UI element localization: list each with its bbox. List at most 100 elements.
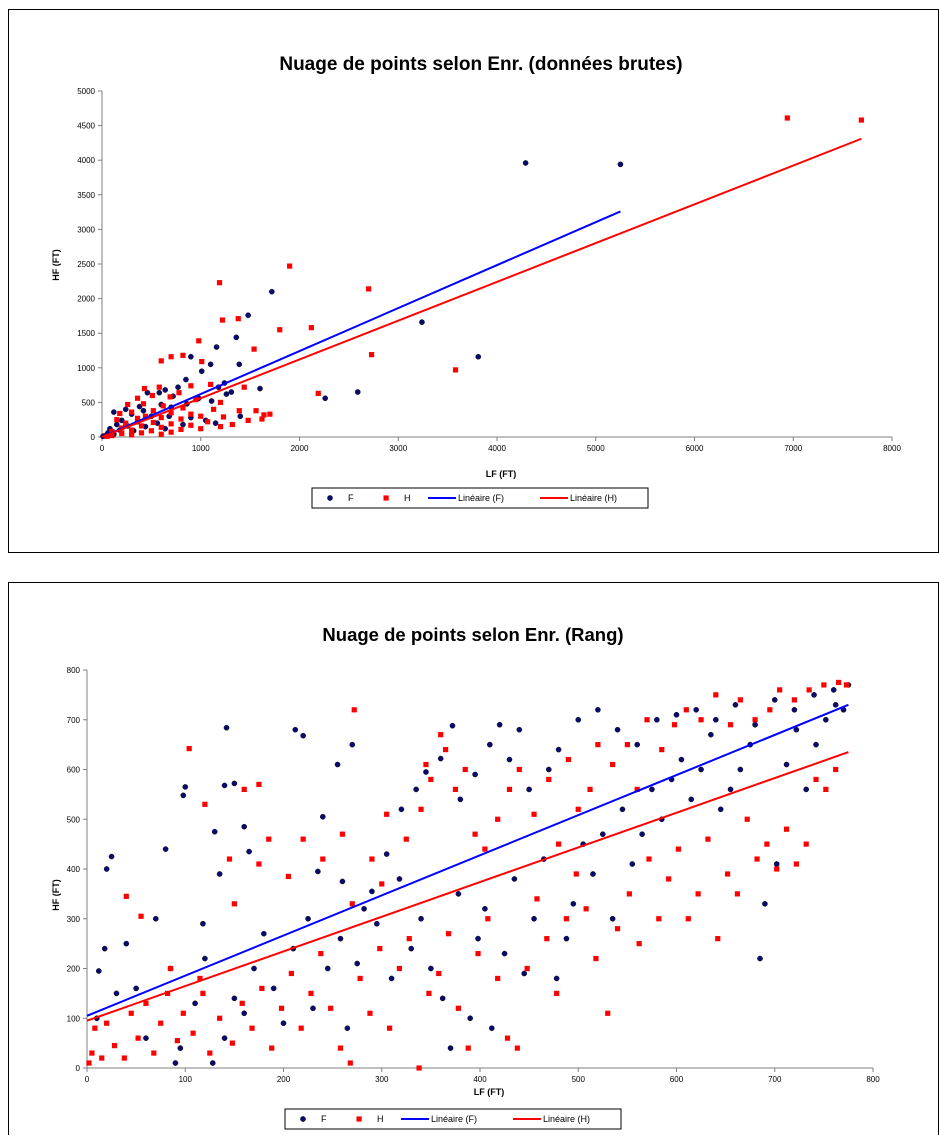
data-point-H	[472, 831, 478, 837]
data-point-F	[506, 756, 513, 763]
data-point-F	[688, 796, 695, 803]
data-point-H	[821, 682, 827, 688]
data-point-F	[216, 871, 223, 877]
data-point-H	[150, 419, 156, 426]
data-point-F	[292, 726, 299, 733]
data-point-F	[654, 716, 660, 723]
data-point-H	[595, 742, 601, 748]
data-point-H	[135, 1035, 141, 1041]
data-point-F	[200, 920, 206, 927]
data-point-H	[685, 916, 691, 922]
data-point-H	[587, 786, 593, 792]
data-point-F	[408, 945, 415, 952]
data-point-F	[212, 420, 219, 426]
data-point-H	[764, 841, 770, 847]
data-point-F	[449, 722, 456, 729]
y-tick-label: 1000	[77, 364, 95, 373]
data-point-H	[744, 816, 750, 822]
data-point-H	[226, 856, 233, 862]
data-point-H	[438, 732, 444, 738]
data-point-H	[235, 316, 241, 322]
data-point-H	[158, 431, 164, 437]
x-tick-label: 0	[100, 444, 105, 453]
data-point-F	[771, 697, 778, 703]
data-point-F	[418, 915, 424, 922]
x-tick-label: 500	[572, 1075, 586, 1084]
data-point-H	[138, 913, 144, 919]
data-point-H	[259, 416, 265, 422]
data-point-F	[305, 915, 311, 922]
data-point-H	[134, 415, 141, 421]
legend-label: F	[321, 1114, 327, 1124]
data-point-H	[698, 717, 704, 723]
data-point-F	[180, 421, 186, 428]
chart-2-frame: Nuage de points selon Enr. (Rang) 0 100 20…	[8, 582, 939, 1135]
data-point-H	[593, 955, 599, 962]
y-tick-label: 0	[91, 433, 96, 442]
data-point-H	[666, 876, 672, 882]
data-point-F	[270, 985, 277, 992]
chart-2-title: Nuage de points selon Enr. (Rang)	[322, 624, 623, 645]
data-point-H	[167, 394, 173, 400]
data-point-F	[522, 160, 529, 166]
data-point-F	[570, 901, 577, 907]
y-tick-label: 500	[67, 815, 81, 824]
data-point-H	[783, 826, 790, 832]
x-tick-label: 200	[277, 1075, 291, 1084]
x-tick-label: 2000	[291, 444, 309, 453]
data-point-F	[609, 915, 616, 922]
x-tick-label: 1000	[192, 444, 210, 453]
data-point-H	[140, 401, 147, 407]
data-point-F	[708, 731, 714, 738]
data-point-F	[183, 376, 189, 383]
data-point-F	[649, 786, 655, 793]
data-point-F	[123, 940, 130, 947]
data-point-F	[698, 766, 704, 773]
legend-label: Linéaire (H)	[543, 1114, 590, 1124]
data-point-H	[86, 1060, 92, 1066]
data-point-F	[634, 741, 641, 748]
data-point-F	[231, 995, 238, 1002]
data-point-H	[168, 354, 174, 360]
data-point-F	[233, 334, 240, 341]
data-point-H	[428, 776, 434, 783]
x-tick-label: 4000	[488, 444, 506, 453]
data-point-H	[99, 1055, 105, 1061]
y-tick-label: 500	[82, 398, 96, 407]
y-tick-label: 0	[76, 1064, 81, 1073]
x-tick-label: 6000	[686, 444, 704, 453]
data-point-H	[534, 896, 540, 902]
data-point-F	[156, 389, 163, 396]
data-point-F	[575, 716, 582, 723]
y-tick-label: 3000	[77, 225, 95, 234]
data-point-F	[182, 784, 189, 790]
data-point-F	[773, 861, 780, 867]
data-point-F	[95, 968, 102, 974]
data-point-F	[823, 716, 829, 723]
data-point-H	[646, 856, 652, 862]
data-point-H	[695, 891, 701, 897]
data-point-H	[180, 1010, 186, 1016]
data-point-F	[511, 876, 518, 882]
data-point-H	[288, 970, 294, 977]
data-point-F	[280, 1020, 287, 1027]
data-point-H	[671, 722, 678, 728]
data-point-H	[176, 390, 182, 396]
legend-label: Linéaire (F)	[431, 1114, 477, 1124]
data-point-H	[208, 381, 214, 388]
data-point-H	[202, 801, 208, 807]
data-point-F	[228, 389, 235, 395]
chart-2-axes: 0 100 200 300 400 500 600 700 800 0 100 200 300 400 50…	[67, 666, 881, 1084]
data-point-H	[141, 385, 148, 392]
x-tick-label: 700	[768, 1075, 782, 1084]
data-point-H	[377, 946, 383, 952]
data-point-H	[379, 881, 385, 887]
data-point-F	[617, 161, 624, 168]
data-point-H	[485, 916, 491, 922]
data-point-H	[123, 893, 129, 899]
legend-marker-square	[356, 1116, 362, 1122]
data-point-F	[207, 361, 214, 368]
data-point-H	[366, 286, 372, 292]
data-point-H	[320, 856, 326, 862]
data-point-H	[287, 263, 293, 269]
